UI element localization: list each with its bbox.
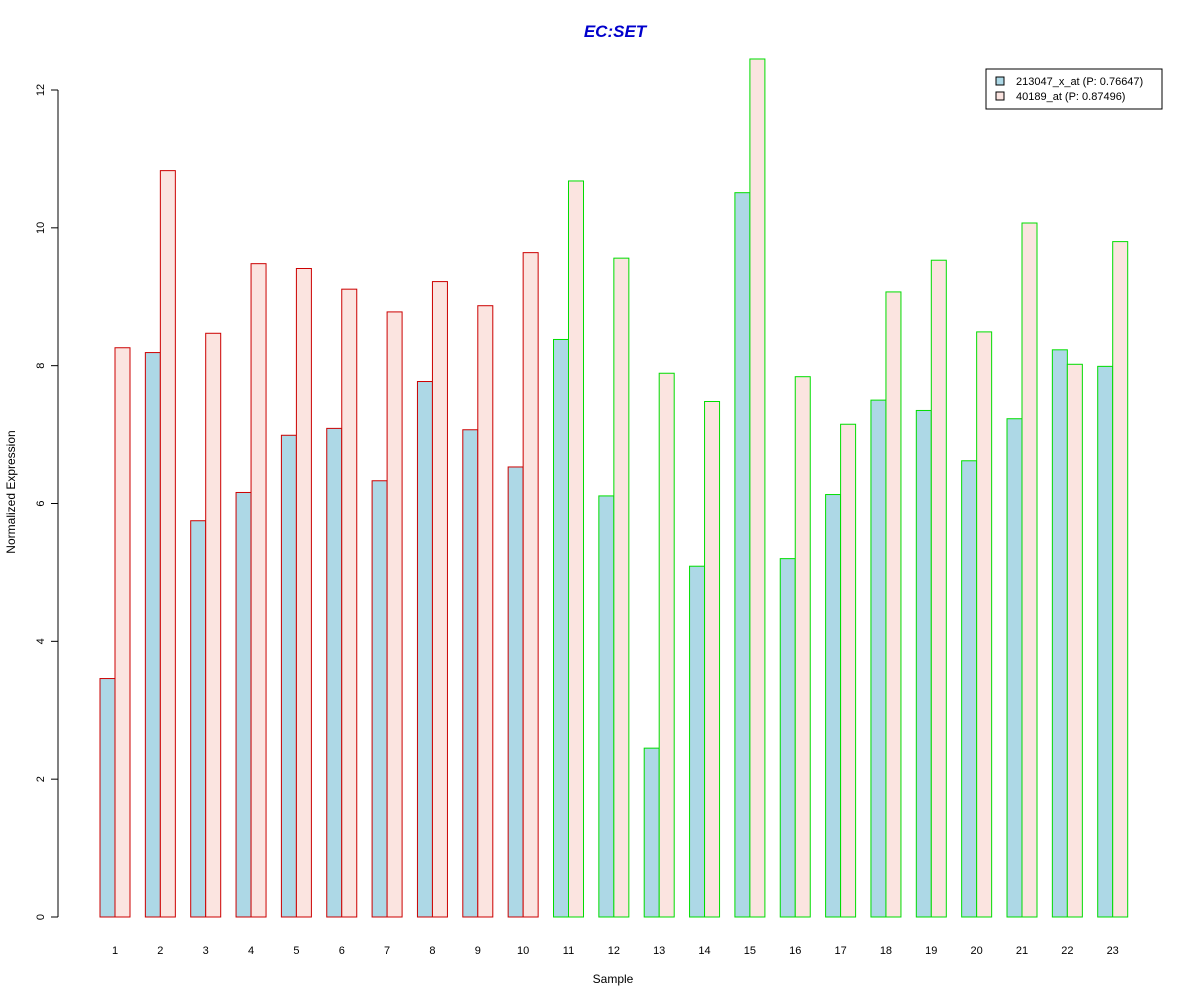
bar-series-2-sample-6: [341, 288, 358, 918]
bar-series-1-sample-20: [961, 460, 978, 918]
x-axis-title: Sample: [593, 972, 634, 986]
bar-series-2-sample-5: [295, 267, 312, 918]
chart-title: EC:SET: [584, 22, 648, 41]
y-tick-label: 2: [35, 776, 47, 782]
bar-series-1-sample-17: [825, 494, 842, 918]
x-tick-label: 16: [789, 945, 801, 957]
bar-series-2-sample-8: [431, 281, 448, 918]
x-tick-label: 17: [834, 945, 846, 957]
y-tick-label: 12: [35, 84, 47, 96]
x-tick-label: 7: [384, 945, 390, 957]
x-tick-label: 13: [653, 945, 665, 957]
bar-series-1-sample-21: [1006, 418, 1023, 918]
bar-series-2-sample-14: [704, 401, 721, 918]
x-tick-label: 3: [203, 945, 209, 957]
bar-series-1-sample-12: [598, 495, 615, 918]
bar-series-2-sample-2: [159, 170, 176, 918]
bar-series-1-sample-9: [462, 429, 479, 918]
bar-series-2-sample-12: [613, 257, 630, 918]
bar-series-2-sample-7: [386, 311, 403, 918]
bar-series-2-sample-15: [749, 58, 766, 918]
bar-series-1-sample-14: [689, 565, 706, 918]
x-tick-labels: 1 2 3 4 5 6 7 8 9 10 11 12 13 14 15 16 17 18 19 20 21 22 23: [112, 945, 1119, 957]
x-tick-label: 15: [744, 945, 756, 957]
bar-series-1-sample-18: [870, 399, 887, 918]
bar-series-1-sample-16: [779, 558, 796, 918]
x-tick-label: 9: [475, 945, 481, 957]
x-tick-label: 19: [925, 945, 937, 957]
bar-series-1-sample-23: [1097, 365, 1114, 918]
bar-series-1-sample-11: [553, 338, 569, 918]
bar-series-1-sample-19: [915, 409, 932, 918]
bar-series-2-sample-9: [477, 305, 494, 918]
y-axis-title: Normalized Expression: [4, 430, 18, 553]
legend: 213047_x_at (P: 0.76647) 40189_at (P: 0.…: [985, 68, 1163, 110]
bar-series-2-sample-19: [930, 259, 947, 918]
bar-series-2-sample-22: [1066, 363, 1083, 918]
bar-series-2-sample-3: [205, 332, 222, 918]
bar-series-2-sample-10: [522, 252, 539, 918]
x-tick-label: 4: [248, 945, 254, 957]
x-tick-label: 20: [971, 945, 983, 957]
bar-series-1-sample-22: [1051, 349, 1068, 918]
bar-series-1-sample-1: [99, 678, 116, 918]
bar-series-2-sample-21: [1021, 222, 1038, 918]
x-tick-label: 11: [563, 945, 574, 957]
y-tick-label: 6: [35, 500, 47, 506]
legend-label-series-2: 40189_at (P: 0.87496): [1016, 91, 1125, 103]
x-tick-label: 21: [1016, 945, 1028, 957]
bar-series-1-sample-2: [144, 352, 161, 918]
bar-series-1-sample-6: [326, 427, 343, 918]
bar-series-2-sample-20: [976, 331, 993, 918]
x-tick-label: 23: [1107, 945, 1119, 957]
bar-series-1-sample-5: [280, 434, 297, 918]
legend-swatch-series-2: [995, 91, 1005, 101]
bar-series-2-sample-11: [568, 180, 584, 918]
bar-series-2-sample-17: [840, 423, 857, 918]
bar-series-1-sample-7: [371, 480, 388, 918]
y-tick-label: 10: [35, 222, 47, 234]
bars: [99, 58, 1129, 918]
x-tick-label: 22: [1061, 945, 1073, 957]
bar-series-2-sample-23: [1112, 241, 1129, 918]
x-tick-label: 10: [517, 945, 529, 957]
bar-series-1-sample-8: [416, 381, 433, 918]
bar-series-2-sample-16: [794, 376, 811, 918]
x-tick-label: 8: [429, 945, 435, 957]
legend-label-series-1: 213047_x_at (P: 0.76647): [1016, 76, 1143, 88]
bar-series-1-sample-4: [235, 491, 252, 918]
bar-series-1-sample-3: [190, 520, 207, 918]
x-tick-label: 18: [880, 945, 892, 957]
x-tick-label: 14: [698, 945, 710, 957]
x-tick-label: 1: [112, 945, 118, 957]
bar-series-2-sample-4: [250, 263, 267, 918]
x-tick-label: 6: [339, 945, 345, 957]
bar-series-1-sample-15: [734, 192, 751, 918]
bar-series-2-sample-13: [658, 372, 675, 918]
legend-swatch-series-1: [995, 76, 1005, 86]
x-tick-label: 5: [293, 945, 299, 957]
bar-series-1-sample-13: [643, 747, 660, 918]
y-tick-label: 8: [35, 363, 47, 369]
x-tick-label: 12: [608, 945, 620, 957]
bar-series-2-sample-18: [885, 291, 902, 918]
legend-box: [985, 68, 1163, 110]
y-axis: 0 2 4 6 8 10 12: [35, 84, 59, 920]
x-tick-label: 2: [157, 945, 163, 957]
y-tick-label: 4: [35, 638, 47, 644]
y-tick-label: 0: [35, 914, 47, 920]
bar-series-1-sample-10: [507, 466, 524, 918]
bar-series-2-sample-1: [114, 347, 131, 918]
